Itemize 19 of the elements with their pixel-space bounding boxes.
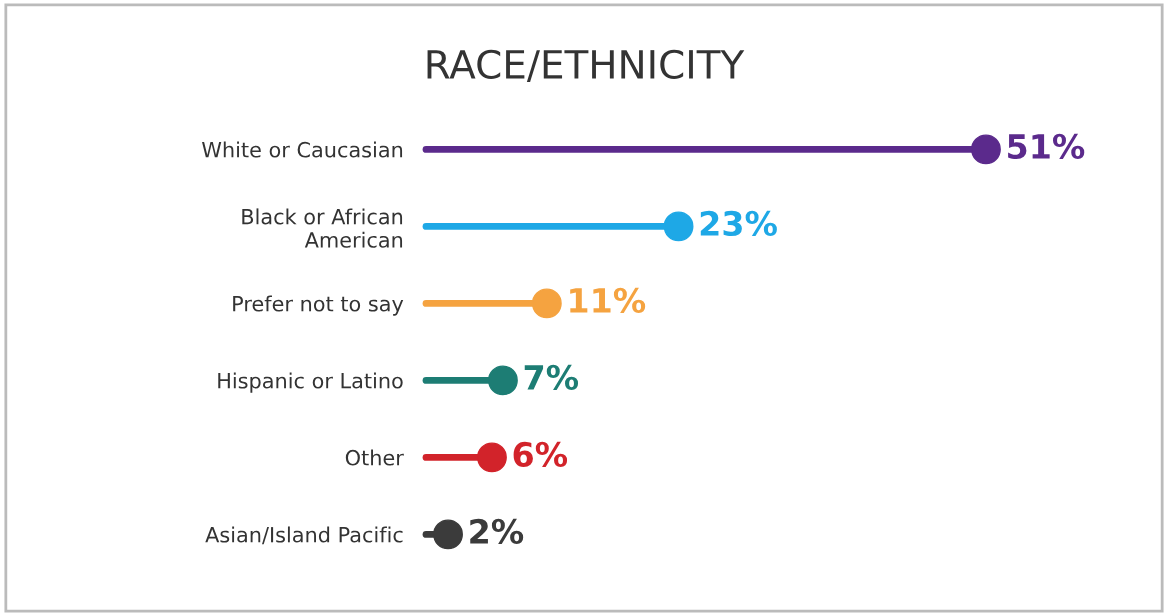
y-tick-label: Black or African American <box>242 208 403 248</box>
y-tick-label: Asian/Island Pacific <box>205 526 403 545</box>
y-tick-label: Hispanic or Latino <box>218 372 403 393</box>
data-label: 23% <box>700 210 777 237</box>
point <box>433 519 463 550</box>
point <box>477 442 507 473</box>
chart-title: RACE/ETHNICITY <box>427 49 745 83</box>
y-tick-label: Prefer not to say <box>233 295 404 316</box>
point <box>971 134 1001 165</box>
y-tick-label: Other <box>345 449 404 466</box>
point <box>531 288 562 319</box>
data-label: 51% <box>1008 133 1085 160</box>
data-label: 7% <box>524 364 579 391</box>
point <box>487 365 518 396</box>
data-label: 11% <box>570 287 646 314</box>
y-tick-label: White or Caucasian <box>202 141 403 158</box>
point <box>663 211 694 242</box>
data-label: 2% <box>470 518 524 545</box>
data-label: 6% <box>513 441 568 468</box>
